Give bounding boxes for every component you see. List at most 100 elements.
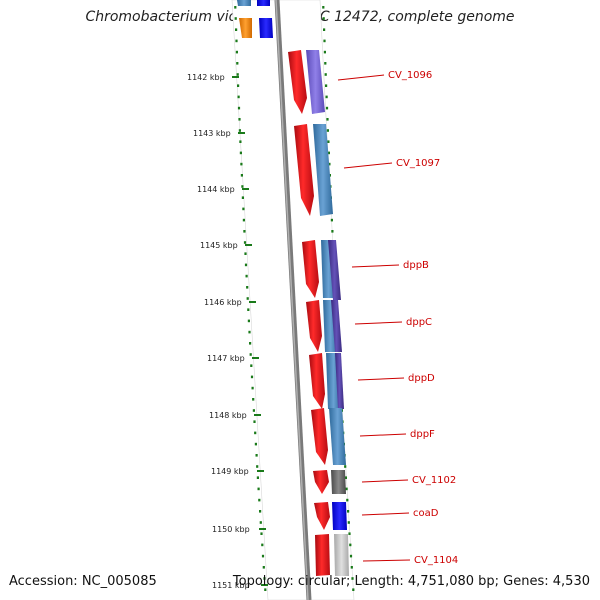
minor-tick-right bbox=[349, 543, 352, 547]
genome-backbone-highlight bbox=[275, 0, 309, 600]
minor-tick-right bbox=[322, 17, 325, 20]
minor-tick-right bbox=[349, 554, 353, 558]
minor-tick-right bbox=[345, 487, 348, 491]
minor-tick-left bbox=[239, 140, 242, 143]
minor-tick-right bbox=[322, 6, 325, 9]
minor-tick-left bbox=[236, 73, 239, 76]
minor-tick-left bbox=[244, 252, 247, 255]
minor-tick-right bbox=[327, 151, 330, 155]
minor-tick-right bbox=[352, 588, 355, 591]
cog-block-cv1102 bbox=[331, 470, 346, 494]
minor-tick-left bbox=[246, 297, 249, 300]
gene-label-dppf: dppF bbox=[410, 429, 435, 440]
minor-tick-left bbox=[250, 364, 253, 367]
gene-labels: CV_1096 CV_1097 dppB dppC dppD dppF CV_1… bbox=[388, 70, 458, 566]
minor-tick-left bbox=[250, 375, 254, 379]
minor-tick-left bbox=[245, 274, 248, 278]
scale-label-1149: 1149 kbp bbox=[211, 467, 249, 476]
minor-tick-left bbox=[257, 487, 260, 491]
minor-tick-left bbox=[259, 521, 262, 524]
minor-tick-left bbox=[235, 39, 238, 43]
scale-label-1145: 1145 kbp bbox=[200, 241, 238, 250]
scale-labels: 1142 kbp 1143 kbp 1144 kbp 1145 kbp 1146… bbox=[187, 73, 250, 590]
minor-tick-right bbox=[351, 577, 354, 580]
minor-tick-left bbox=[238, 129, 241, 132]
scale-label-1147: 1147 kbp bbox=[207, 354, 245, 363]
leader-line-dppd bbox=[357, 377, 405, 381]
minor-tick-left bbox=[238, 118, 241, 121]
minor-tick-left bbox=[263, 577, 266, 580]
minor-tick-right bbox=[324, 62, 327, 65]
minor-tick-left bbox=[248, 330, 251, 334]
cog-block-cv1097 bbox=[313, 124, 333, 216]
minor-tick-left bbox=[261, 543, 264, 547]
cog-block-dppb-b bbox=[328, 240, 341, 300]
gene-partial-top-left bbox=[237, 0, 251, 6]
minor-tick-right bbox=[328, 162, 331, 166]
cog-block-cv1104 bbox=[334, 534, 349, 576]
minor-tick-right bbox=[327, 140, 330, 143]
gene-arrow-cv1104 bbox=[315, 534, 330, 576]
minor-tick-right bbox=[323, 39, 326, 43]
scale-label-1146: 1146 kbp bbox=[204, 298, 242, 307]
minor-tick-right bbox=[325, 95, 328, 99]
forward-genes bbox=[288, 50, 330, 576]
scale-label-1148: 1148 kbp bbox=[209, 411, 247, 420]
gene-arrow-dppb bbox=[302, 240, 319, 298]
minor-tick-left bbox=[254, 431, 257, 435]
gene-arrow-dppd bbox=[309, 353, 325, 409]
minor-tick-right bbox=[326, 118, 329, 121]
minor-tick-left bbox=[237, 106, 241, 110]
gene-label-dppc: dppC bbox=[406, 317, 432, 328]
minor-tick-right bbox=[350, 566, 353, 569]
minor-tick-right bbox=[325, 84, 328, 87]
cog-block-dppf bbox=[329, 408, 346, 465]
minor-tick-left bbox=[237, 84, 240, 87]
minor-tick-left bbox=[255, 454, 258, 457]
minor-tick-right bbox=[348, 532, 351, 535]
minor-tick-left bbox=[262, 566, 265, 569]
gene-label-dppd: dppD bbox=[408, 373, 435, 384]
scale-ticks bbox=[232, 76, 268, 586]
gene-partial-orange bbox=[239, 18, 252, 38]
cog-block-cv1096 bbox=[306, 50, 325, 114]
scale-label-1142: 1142 kbp bbox=[187, 73, 225, 82]
cog-block-dppd-b bbox=[335, 353, 344, 409]
minor-tick-left bbox=[243, 241, 247, 244]
minor-tick-left bbox=[254, 442, 257, 446]
minor-tick-right bbox=[346, 498, 349, 502]
partial-genes-top bbox=[237, 0, 273, 38]
leader-line-coad bbox=[361, 512, 410, 516]
gene-label-cv1096: CV_1096 bbox=[388, 70, 432, 81]
minor-tick-left bbox=[260, 532, 263, 535]
minor-tick-right bbox=[323, 28, 326, 31]
minor-tick-left bbox=[235, 28, 238, 31]
tick-rail-left bbox=[234, 6, 267, 591]
minor-tick-left bbox=[240, 174, 243, 177]
cog-blocks bbox=[306, 50, 349, 576]
gene-label-cv1097: CV_1097 bbox=[396, 158, 440, 169]
gene-arrow-cv1097 bbox=[294, 124, 314, 216]
minor-tick-right bbox=[325, 106, 329, 110]
minor-tick-left bbox=[234, 6, 237, 9]
gene-arrow-cv1096 bbox=[288, 50, 307, 114]
minor-tick-left bbox=[240, 162, 243, 166]
gene-partial-blue bbox=[259, 18, 273, 38]
minor-tick-left bbox=[261, 554, 265, 558]
minor-tick-right bbox=[330, 218, 333, 222]
minor-tick-right bbox=[331, 230, 334, 233]
minor-tick-left bbox=[251, 386, 254, 390]
genome-stats-text: Topology: circular; Length: 4,751,080 bp… bbox=[232, 574, 590, 589]
minor-tick-left bbox=[252, 409, 255, 412]
minor-tick-left bbox=[243, 230, 246, 233]
minor-tick-left bbox=[249, 342, 252, 345]
minor-tick-left bbox=[249, 353, 252, 356]
gene-label-coad: coaD bbox=[413, 508, 439, 519]
minor-tick-right bbox=[344, 465, 347, 468]
minor-tick-left bbox=[234, 17, 237, 20]
minor-tick-left bbox=[242, 218, 245, 222]
minor-tick-left bbox=[237, 95, 240, 99]
gene-label-dppb: dppB bbox=[403, 260, 429, 271]
minor-tick-left bbox=[256, 465, 259, 468]
